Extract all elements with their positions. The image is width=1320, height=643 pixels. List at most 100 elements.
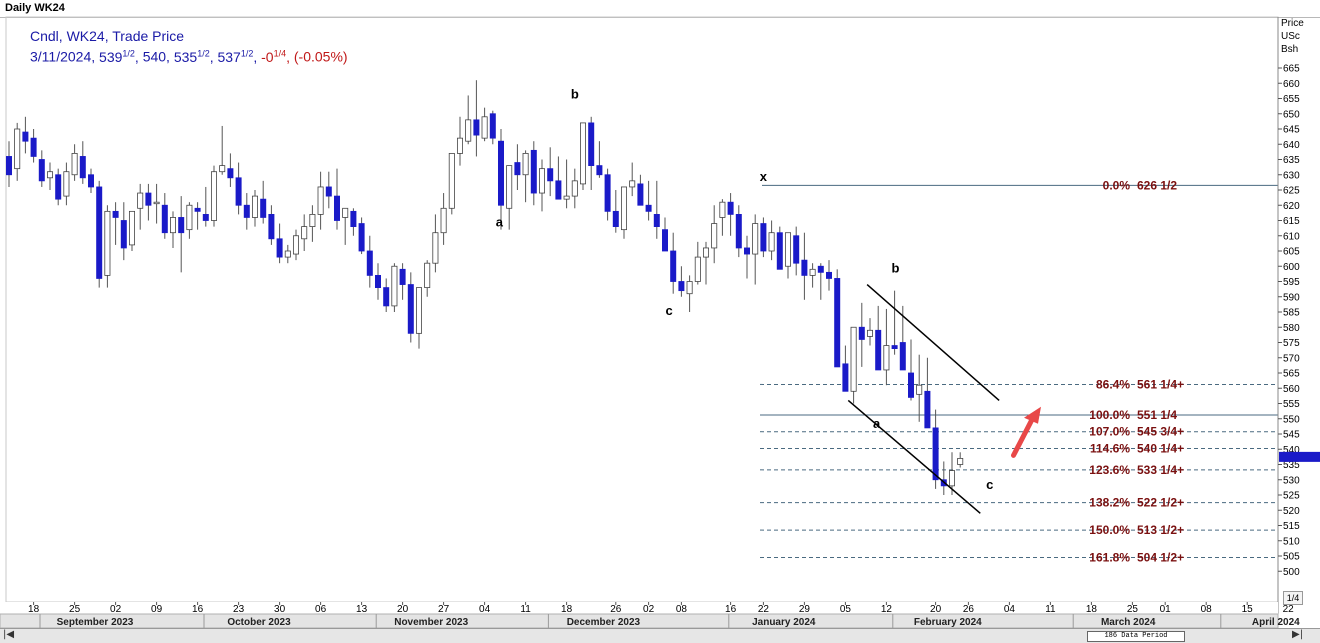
candle-up[interactable] [47, 171, 54, 179]
candle-up[interactable] [301, 226, 308, 240]
candle-up[interactable] [571, 180, 578, 197]
candle-down[interactable] [489, 113, 496, 139]
candle-down[interactable] [145, 192, 152, 206]
candle-down[interactable] [670, 250, 677, 282]
candle-up[interactable] [415, 287, 422, 334]
candle-up[interactable] [563, 195, 570, 200]
candle-down[interactable] [366, 250, 373, 276]
candle-down[interactable] [178, 217, 185, 234]
candle-up[interactable] [957, 457, 964, 465]
candle-down[interactable] [924, 390, 931, 429]
candle-up[interactable] [629, 180, 636, 188]
candle-down[interactable] [891, 345, 898, 349]
candle-up[interactable] [916, 384, 923, 395]
candle-down[interactable] [112, 210, 119, 218]
candle-down[interactable] [161, 204, 168, 234]
candle-up[interactable] [153, 201, 160, 205]
candle-up[interactable] [309, 213, 316, 227]
candle-down[interactable] [79, 156, 86, 179]
candle-up[interactable] [539, 168, 546, 194]
candle-down[interactable] [875, 329, 882, 371]
candle-down[interactable] [325, 186, 332, 197]
candle-down[interactable] [333, 195, 340, 221]
candle-up[interactable] [63, 171, 70, 197]
candle-down[interactable] [407, 284, 414, 334]
candle-up[interactable] [621, 186, 628, 231]
candle-up[interactable] [694, 256, 701, 282]
candle-down[interactable] [776, 232, 783, 270]
candle-down[interactable] [612, 210, 619, 228]
candle-down[interactable] [358, 223, 365, 252]
candle-down[interactable] [202, 213, 209, 221]
candle-down[interactable] [276, 238, 283, 258]
candle-up[interactable] [522, 152, 529, 176]
candle-down[interactable] [497, 140, 504, 206]
candle-up[interactable] [14, 128, 21, 170]
candle-down[interactable] [760, 223, 767, 252]
candle-up[interactable] [219, 165, 226, 173]
candle-up[interactable] [251, 195, 258, 218]
candle-up[interactable] [719, 201, 726, 218]
candle-down[interactable] [120, 220, 127, 249]
scroll-first-icon[interactable]: |◀ [3, 629, 15, 640]
candle-up[interactable] [703, 247, 710, 258]
candle-down[interactable] [908, 372, 915, 398]
candle-down[interactable] [30, 137, 37, 157]
candle-down[interactable] [514, 162, 521, 176]
candle-down[interactable] [604, 174, 611, 212]
candle-down[interactable] [637, 183, 644, 206]
candle-down[interactable] [374, 274, 381, 288]
candle-down[interactable] [678, 281, 685, 292]
candle-up[interactable] [809, 268, 816, 276]
candle-down[interactable] [243, 204, 250, 218]
candle-down[interactable] [842, 363, 849, 392]
candle-down[interactable] [801, 259, 808, 276]
trend-channel-line[interactable] [866, 283, 1000, 402]
candle-up[interactable] [104, 210, 111, 276]
candle-up[interactable] [432, 232, 439, 264]
candle-up[interactable] [317, 186, 324, 215]
candle-down[interactable] [653, 213, 660, 227]
candle-up[interactable] [210, 171, 217, 221]
page-indicator[interactable]: 1/4 [1283, 591, 1303, 605]
candle-down[interactable] [662, 229, 669, 252]
candle-down[interactable] [596, 165, 603, 176]
bottom-scroll-bar[interactable]: |◀ ▶| 186 Data Period [0, 628, 1320, 643]
candle-up[interactable] [768, 232, 775, 252]
candle-down[interactable] [555, 180, 562, 200]
candle-down[interactable] [260, 198, 267, 218]
candle-down[interactable] [473, 119, 480, 136]
scroll-last-icon[interactable]: ▶| [1292, 629, 1304, 640]
candle-up[interactable] [465, 119, 472, 142]
candle-up[interactable] [391, 265, 398, 307]
candle-down[interactable] [383, 287, 390, 307]
candle-up[interactable] [137, 192, 144, 209]
candle-up[interactable] [850, 326, 857, 392]
candle-down[interactable] [399, 268, 406, 285]
candle-down[interactable] [588, 122, 595, 167]
candle-down[interactable] [88, 174, 95, 188]
candle-up[interactable] [481, 116, 488, 139]
candle-up[interactable] [292, 235, 299, 255]
candle-down[interactable] [350, 210, 357, 228]
candle-down[interactable] [547, 168, 554, 182]
candle-down[interactable] [793, 235, 800, 264]
candle-up[interactable] [342, 207, 349, 218]
candle-up[interactable] [71, 152, 78, 176]
candle-down[interactable] [6, 156, 12, 176]
candle-down[interactable] [834, 278, 841, 368]
candle-down[interactable] [932, 427, 939, 481]
candle-up[interactable] [186, 204, 193, 231]
candle-up[interactable] [128, 210, 135, 246]
candle-up[interactable] [284, 250, 291, 258]
candle-up[interactable] [785, 232, 792, 267]
candle-down[interactable] [826, 271, 833, 279]
candle-down[interactable] [235, 177, 242, 206]
candle-down[interactable] [530, 149, 537, 194]
candle-up[interactable] [440, 207, 447, 234]
candle-up[interactable] [424, 262, 431, 289]
candle-down[interactable] [858, 326, 865, 340]
candle-down[interactable] [22, 131, 29, 142]
candle-up[interactable] [580, 122, 587, 185]
